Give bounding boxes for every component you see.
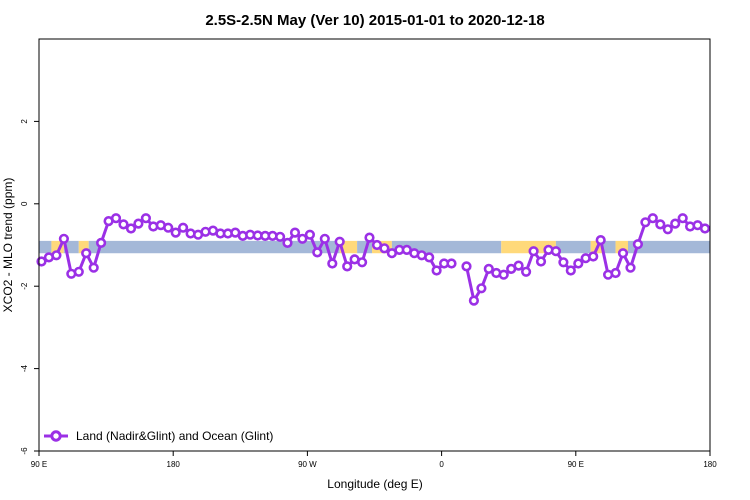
x-tick-label: 0 bbox=[439, 460, 444, 469]
data-point bbox=[431, 265, 442, 276]
data-point bbox=[342, 261, 353, 272]
x-tick-label: 180 bbox=[703, 460, 717, 469]
x-tick-label: 180 bbox=[167, 460, 181, 469]
data-point bbox=[588, 251, 599, 262]
data-point bbox=[282, 237, 293, 248]
data-point bbox=[163, 222, 174, 233]
data-point bbox=[424, 252, 435, 263]
data-point bbox=[88, 262, 99, 273]
data-point bbox=[632, 239, 644, 250]
x-tick-label: 90 E bbox=[31, 460, 47, 469]
data-point bbox=[476, 283, 487, 294]
data-point bbox=[327, 258, 338, 269]
data-point bbox=[483, 263, 494, 275]
data-point bbox=[140, 213, 151, 224]
data-point bbox=[498, 269, 509, 280]
data-point bbox=[81, 248, 92, 259]
data-point bbox=[304, 229, 316, 240]
y-tick-label: 0 bbox=[20, 201, 29, 206]
legend: Land (Nadir&Glint) and Ocean (Glint) bbox=[44, 429, 273, 443]
data-point bbox=[655, 219, 666, 230]
band-segment-ocean-12 bbox=[603, 240, 616, 254]
series-layer bbox=[36, 213, 711, 306]
data-point bbox=[36, 256, 47, 267]
y-tick-label: 2 bbox=[20, 119, 29, 124]
data-point bbox=[275, 231, 286, 242]
band-segment-ocean-8 bbox=[391, 240, 502, 254]
data-point bbox=[118, 219, 129, 230]
data-point bbox=[461, 261, 472, 272]
data-point bbox=[357, 257, 368, 268]
data-point bbox=[610, 267, 621, 279]
x-axis-ticks: 90 E 180 90 W 0 90 E 180 bbox=[31, 451, 717, 469]
chart-title: 2.5S-2.5N May (Ver 10) 2015-01-01 to 202… bbox=[205, 12, 544, 29]
data-point bbox=[95, 237, 107, 248]
data-point bbox=[133, 218, 144, 229]
band-segment-ocean-10 bbox=[555, 240, 591, 254]
band-segment-land-3 bbox=[78, 240, 89, 254]
y-tick-label: -6 bbox=[20, 447, 29, 455]
band-segment-land-9 bbox=[501, 240, 556, 254]
data-point bbox=[178, 222, 189, 233]
y-axis-label: XCO2 - MLO trend (ppm) bbox=[1, 178, 15, 313]
data-point bbox=[58, 233, 70, 244]
data-point bbox=[513, 260, 524, 271]
x-tick-label: 90 W bbox=[298, 460, 317, 469]
data-point bbox=[364, 232, 375, 243]
data-point bbox=[110, 213, 122, 224]
data-point bbox=[297, 233, 308, 244]
data-point bbox=[617, 248, 629, 259]
data-point bbox=[528, 246, 539, 257]
legend-label: Land (Nadir&Glint) and Ocean (Glint) bbox=[76, 429, 273, 443]
data-point bbox=[595, 235, 606, 246]
y-tick-label: -4 bbox=[20, 364, 29, 372]
data-point bbox=[520, 266, 532, 277]
data-point bbox=[670, 218, 681, 229]
data-point bbox=[565, 265, 576, 276]
band-segment-ocean-4 bbox=[88, 240, 340, 254]
data-point bbox=[289, 227, 301, 238]
data-point bbox=[535, 256, 547, 267]
data-point bbox=[647, 213, 658, 224]
data-point bbox=[662, 224, 673, 235]
y-axis-ticks: -6 -4 -2 0 2 bbox=[20, 119, 39, 455]
data-point bbox=[468, 295, 480, 306]
data-point bbox=[125, 223, 137, 234]
data-point bbox=[170, 227, 181, 238]
data-point bbox=[558, 257, 569, 268]
data-point bbox=[699, 223, 711, 234]
data-point bbox=[677, 213, 688, 224]
band-segment-ocean-14 bbox=[627, 240, 710, 254]
data-point bbox=[446, 258, 457, 269]
data-point bbox=[319, 233, 330, 244]
data-point bbox=[640, 217, 651, 228]
data-point bbox=[334, 236, 345, 247]
y-tick-label: -2 bbox=[20, 282, 29, 290]
data-point bbox=[379, 243, 390, 254]
band-segment-ocean-0 bbox=[39, 240, 52, 254]
data-point bbox=[573, 258, 584, 269]
x-tick-label: 90 E bbox=[568, 460, 584, 469]
legend-marker-swatch bbox=[50, 430, 62, 442]
data-point bbox=[51, 250, 62, 261]
data-point bbox=[73, 266, 84, 277]
plot-frame bbox=[38, 38, 711, 452]
data-point bbox=[625, 262, 636, 273]
x-axis-label: Longitude (deg E) bbox=[327, 477, 422, 491]
data-point bbox=[312, 247, 323, 258]
data-point bbox=[550, 246, 562, 257]
